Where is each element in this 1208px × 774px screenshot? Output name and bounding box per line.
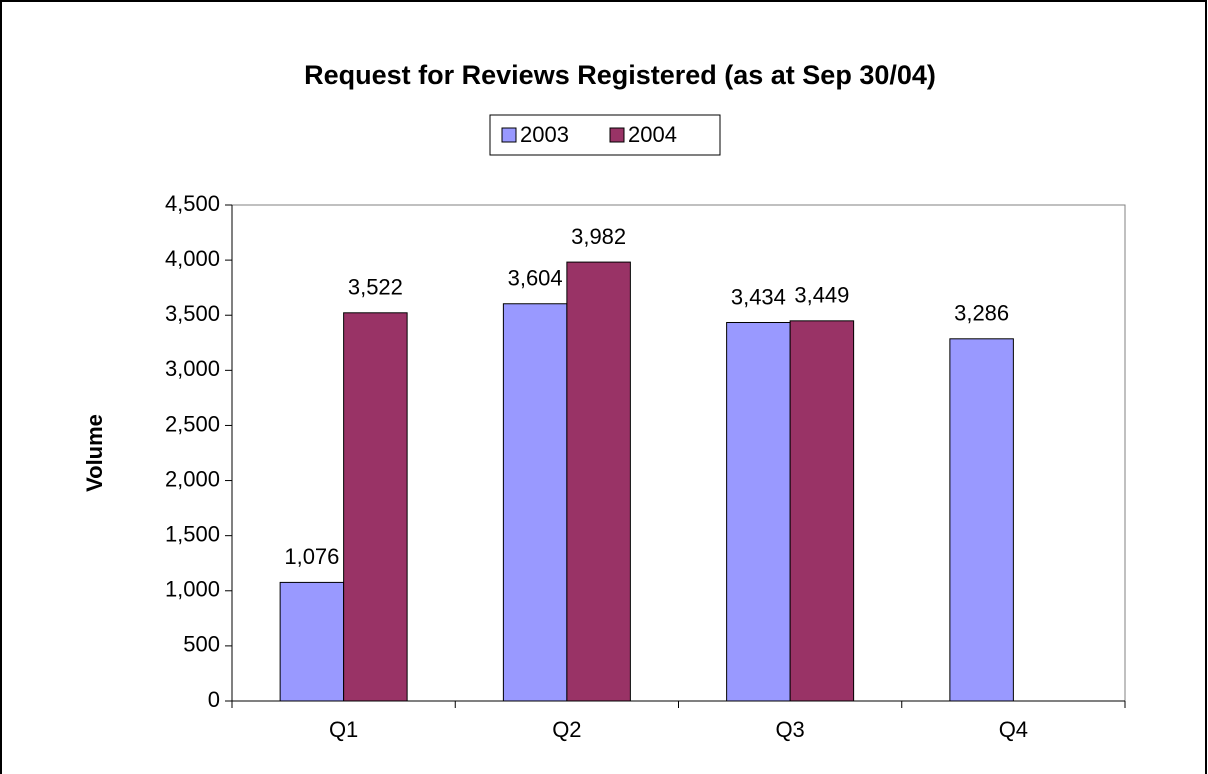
x-tick-label: Q3 <box>775 717 804 742</box>
y-tick-label: 4,000 <box>165 246 220 271</box>
y-tick-label: 0 <box>208 687 220 712</box>
data-label: 3,286 <box>954 301 1009 326</box>
data-label: 3,982 <box>571 224 626 249</box>
y-tick-label: 3,500 <box>165 301 220 326</box>
chart-title: Request for Reviews Registered (as at Se… <box>304 60 936 90</box>
legend-label: 2004 <box>628 122 677 147</box>
data-label: 3,449 <box>794 283 849 308</box>
bar <box>343 312 408 702</box>
data-label: 1,076 <box>284 544 339 569</box>
legend-box <box>489 114 721 156</box>
legend-swatch <box>609 127 625 143</box>
x-tick-label: Q2 <box>552 717 581 742</box>
x-tick-label: Q1 <box>329 717 358 742</box>
y-tick-label: 500 <box>183 632 220 657</box>
data-label: 3,522 <box>348 275 403 300</box>
y-tick-label: 2,000 <box>165 466 220 491</box>
bar <box>789 320 855 702</box>
bar <box>502 303 568 702</box>
bar <box>566 261 631 702</box>
y-tick-label: 1,500 <box>165 521 220 546</box>
data-label: 3,434 <box>731 284 786 309</box>
y-tick-label: 3,000 <box>165 356 220 381</box>
legend-swatch <box>501 127 517 143</box>
y-tick-label: 2,500 <box>165 411 220 436</box>
y-tick-label: 4,500 <box>165 191 220 216</box>
x-tick-label: Q4 <box>999 717 1028 742</box>
y-axis-label: Volume <box>82 414 107 492</box>
y-tick-label: 1,000 <box>165 577 220 602</box>
data-label: 3,604 <box>508 266 563 291</box>
legend-label: 2003 <box>520 122 569 147</box>
bar <box>726 321 791 702</box>
bar <box>279 581 345 702</box>
bar <box>949 338 1014 702</box>
